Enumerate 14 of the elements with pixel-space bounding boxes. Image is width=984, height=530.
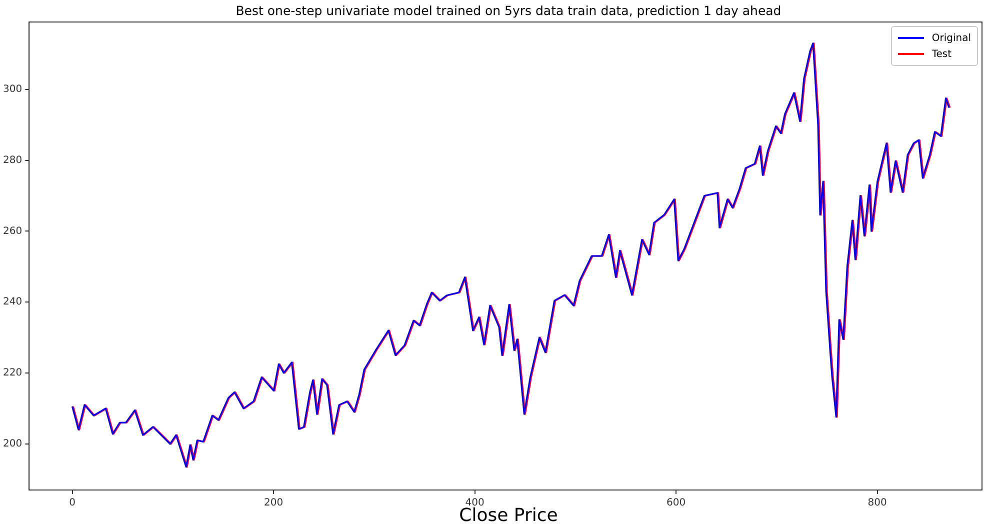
x-tick-label: 800 xyxy=(868,498,887,509)
legend-label: Test xyxy=(932,48,952,60)
x-tick-label: 0 xyxy=(69,498,76,509)
chart-title: Best one-step univariate model trained on 5yrs data train data, prediction 1 day ahead xyxy=(234,3,782,18)
x-tick-label: 600 xyxy=(666,498,686,509)
x-axis-title: Close Price xyxy=(459,505,558,526)
y-tick-label: 240 xyxy=(2,296,22,308)
legend-label: Original xyxy=(932,32,971,44)
y-tick-label: 260 xyxy=(2,226,22,237)
y-tick-label: 280 xyxy=(2,154,22,166)
x-tick-label: 200 xyxy=(264,498,284,509)
y-tick-label: 220 xyxy=(2,368,22,379)
y-tick-label: 300 xyxy=(2,84,22,95)
y-tick-label: 200 xyxy=(2,438,22,450)
